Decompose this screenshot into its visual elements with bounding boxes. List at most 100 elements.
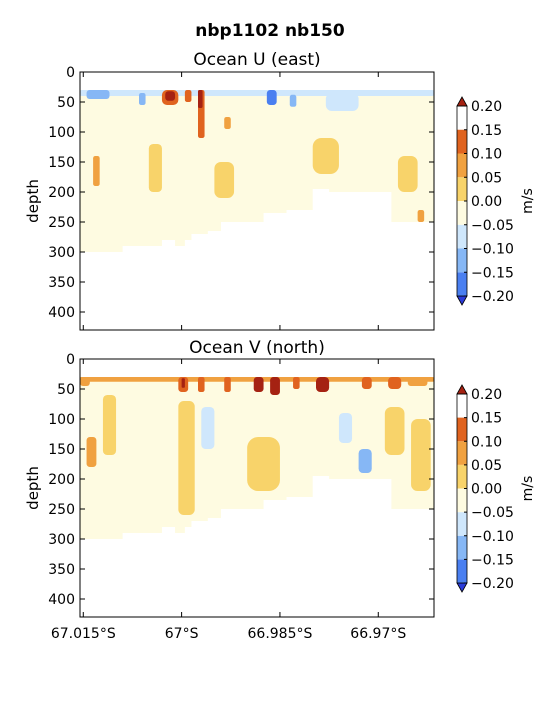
field-base — [80, 90, 434, 252]
contour-band — [388, 377, 402, 389]
y-tick-label: 50 — [57, 95, 75, 111]
y-axis-label: depth — [24, 179, 42, 223]
contour-band — [224, 117, 231, 129]
colorbar-segment — [457, 488, 467, 513]
plot-frame — [79, 71, 435, 331]
colorbar-tick-label: −0.15 — [471, 552, 514, 568]
contour-band — [214, 162, 235, 198]
y-tick-label: 250 — [48, 215, 75, 231]
y-tick-label: 200 — [48, 472, 75, 488]
contour-band — [198, 90, 203, 108]
x-tick-label: 67°S — [165, 626, 199, 642]
contour-band — [139, 93, 146, 105]
colorbar-tick-label: 0.05 — [471, 170, 502, 186]
chart-panel-1: Ocean U (east) 0 50 100 150 200 250 300 350 400 de… — [24, 50, 536, 331]
contour-band — [181, 378, 185, 388]
y-tick-label: 300 — [48, 245, 75, 261]
contour-band — [411, 419, 431, 491]
colorbar-tick-label: 0.15 — [471, 411, 502, 427]
colorbar-segment — [457, 441, 467, 465]
colorbar-segment — [457, 464, 467, 489]
panel-title: Ocean V (north) — [189, 338, 325, 358]
contour-band — [247, 437, 280, 491]
colorbar-tick-label: 0.00 — [471, 482, 502, 498]
colorbar-tick-label: 0.20 — [471, 99, 502, 115]
y-tick-label: 0 — [66, 65, 75, 81]
colorbar-tick-label: 0.10 — [471, 147, 502, 163]
y-tick-label: 400 — [48, 592, 75, 608]
y-tick-label: 350 — [48, 562, 75, 578]
y-tick-label: 200 — [48, 185, 75, 201]
y-tick-label: 400 — [48, 305, 75, 321]
colorbar-tick-label: −0.05 — [471, 505, 514, 521]
colorbar-extend-min — [456, 582, 468, 593]
contour-band — [102, 395, 117, 455]
colorbar-tick-label: −0.20 — [471, 576, 514, 592]
colorbar-segment — [457, 201, 467, 225]
x-tick-label: 66.985°S — [248, 626, 313, 642]
colorbar-segment — [457, 272, 467, 296]
y-tick-label: 50 — [57, 382, 75, 398]
colorbar-tick-label: −0.10 — [471, 242, 514, 258]
contour-band — [80, 377, 90, 386]
y-tick-label: 100 — [48, 125, 75, 141]
contour-band — [93, 156, 100, 186]
colorbar-segment — [457, 153, 467, 178]
colorbar-tick-label: 0.10 — [471, 434, 502, 450]
colorbar-tick-label: 0.05 — [471, 458, 502, 474]
contour-band — [384, 407, 405, 455]
y-tick-label: 150 — [48, 155, 75, 171]
contour-band — [270, 377, 280, 395]
colorbar-segment — [457, 129, 467, 154]
contour-band — [80, 90, 434, 96]
contour-band — [361, 377, 372, 389]
colorbar-tick-label: 0.15 — [471, 123, 502, 139]
contour-band — [417, 210, 425, 222]
colorbar-segment — [457, 417, 467, 442]
colorbar-segment — [457, 177, 467, 201]
contour-band — [178, 401, 195, 515]
colorbar: −0.20 −0.15 −0.10 −0.05 0.00 0.05 0.10 0.15 0.20… — [456, 384, 536, 593]
contour-band — [253, 377, 264, 392]
plot-frame — [79, 358, 435, 618]
contour-band — [198, 377, 205, 392]
colorbar-segment — [457, 224, 467, 249]
contour-band — [165, 91, 176, 101]
colorbar-extend-max — [456, 384, 468, 395]
colorbar-tick-label: −0.20 — [471, 289, 514, 305]
x-tick-label: 67.015°S — [51, 626, 116, 642]
contour-band — [358, 449, 372, 473]
contour-band — [86, 437, 97, 467]
colorbar-tick-label: −0.05 — [471, 218, 514, 234]
contour-band — [293, 377, 300, 389]
contour-band — [148, 144, 162, 192]
contour-band — [316, 377, 330, 392]
y-tick-label: 250 — [48, 502, 75, 518]
y-tick-label: 100 — [48, 412, 75, 428]
contour-band — [224, 377, 231, 392]
field-2 — [80, 377, 434, 539]
contour-band — [289, 94, 297, 107]
colorbar-segment — [457, 512, 467, 536]
colorbar: −0.20 −0.15 −0.10 −0.05 0.00 0.05 0.10 0.15 0.20… — [456, 96, 536, 306]
contour-band — [338, 413, 353, 443]
contour-band — [266, 90, 277, 105]
colorbar-label: m/s — [520, 188, 536, 214]
figure-title: nbp1102 nb150 — [195, 21, 345, 41]
y-tick-label: 300 — [48, 532, 75, 548]
panel-title: Ocean U (east) — [193, 50, 320, 70]
colorbar-segment — [457, 559, 467, 583]
contour-band — [397, 156, 418, 192]
colorbar-tick-label: −0.10 — [471, 529, 514, 545]
field-1 — [80, 90, 434, 252]
colorbar-segment — [457, 535, 467, 560]
contour-band — [312, 138, 339, 174]
colorbar-tick-label: −0.15 — [471, 265, 514, 281]
colorbar-extend-max — [456, 96, 468, 107]
contour-band — [201, 407, 215, 449]
y-tick-label: 0 — [66, 352, 75, 368]
y-axis-label: depth — [24, 466, 42, 510]
x-tick-label: 66.97°S — [350, 626, 406, 642]
colorbar-segment — [457, 248, 467, 273]
contour-band — [407, 377, 428, 386]
